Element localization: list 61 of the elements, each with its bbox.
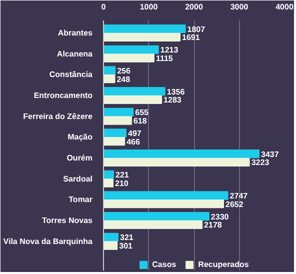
bar [104,66,116,75]
y-tick-label: Alcanena [56,49,94,58]
x-tick-label: 2000 [185,2,204,12]
bar [104,128,126,138]
data-label: 1115 [156,54,174,63]
y-tick-label: Mação [68,132,93,142]
data-label: 2178 [204,220,222,230]
data-label: 256 [117,66,131,76]
bar [104,45,159,54]
bar [104,32,181,42]
bar [104,220,203,229]
y-tick-label: Abrantes [58,28,94,38]
y-tick-label: Vila Nova da Barquinha [3,236,94,246]
legend-label: Recuperados [198,260,249,269]
x-tick-label: 0 [101,2,106,12]
bar [104,200,224,208]
data-label: 1283 [164,96,182,105]
data-label: 497 [128,129,142,138]
bar [104,87,166,96]
bar [104,158,250,166]
data-label: 618 [133,116,148,126]
x-tick-label: 3000 [230,2,249,12]
data-label: 466 [126,137,140,146]
data-label: 248 [116,74,131,84]
y-tick-label: Sardoal [63,174,92,184]
data-label: 1356 [166,87,186,96]
bar [104,232,119,242]
x-tick-label: 1000 [140,2,158,12]
legend-label: Casos [152,260,176,269]
bar [104,24,186,34]
y-tick-label: Ferreira do Zêzere [23,112,94,121]
bar [104,191,228,200]
bar [104,150,260,158]
data-label: 1807 [187,24,206,34]
data-label: 2330 [210,212,230,222]
y-tick-label: Constância [49,70,94,80]
data-label: 655 [135,108,150,118]
bar [104,212,210,221]
bar [104,54,154,62]
bar [104,137,126,146]
data-label: 3437 [261,150,280,159]
y-tick-label: Entroncamento [34,91,93,100]
data-label: 301 [119,242,134,250]
bar [104,116,132,125]
data-label: 2747 [230,192,248,200]
data-label: 1691 [182,33,200,42]
y-tick-label: Torres Novas [42,216,94,225]
y-tick-label: Tomar [68,195,93,204]
bar [104,74,116,84]
x-tick-label: 4000 [276,2,294,12]
data-label: 210 [115,179,129,188]
bar [104,178,114,188]
data-label: 1213 [160,46,179,55]
bar [104,241,118,250]
data-label: 221 [116,170,130,180]
data-label: 3223 [251,158,270,168]
y-tick-label: Ourém [66,154,93,162]
data-label: 321 [120,233,134,242]
data-label: 2652 [226,200,244,209]
bar [104,108,134,116]
bar [104,95,162,104]
